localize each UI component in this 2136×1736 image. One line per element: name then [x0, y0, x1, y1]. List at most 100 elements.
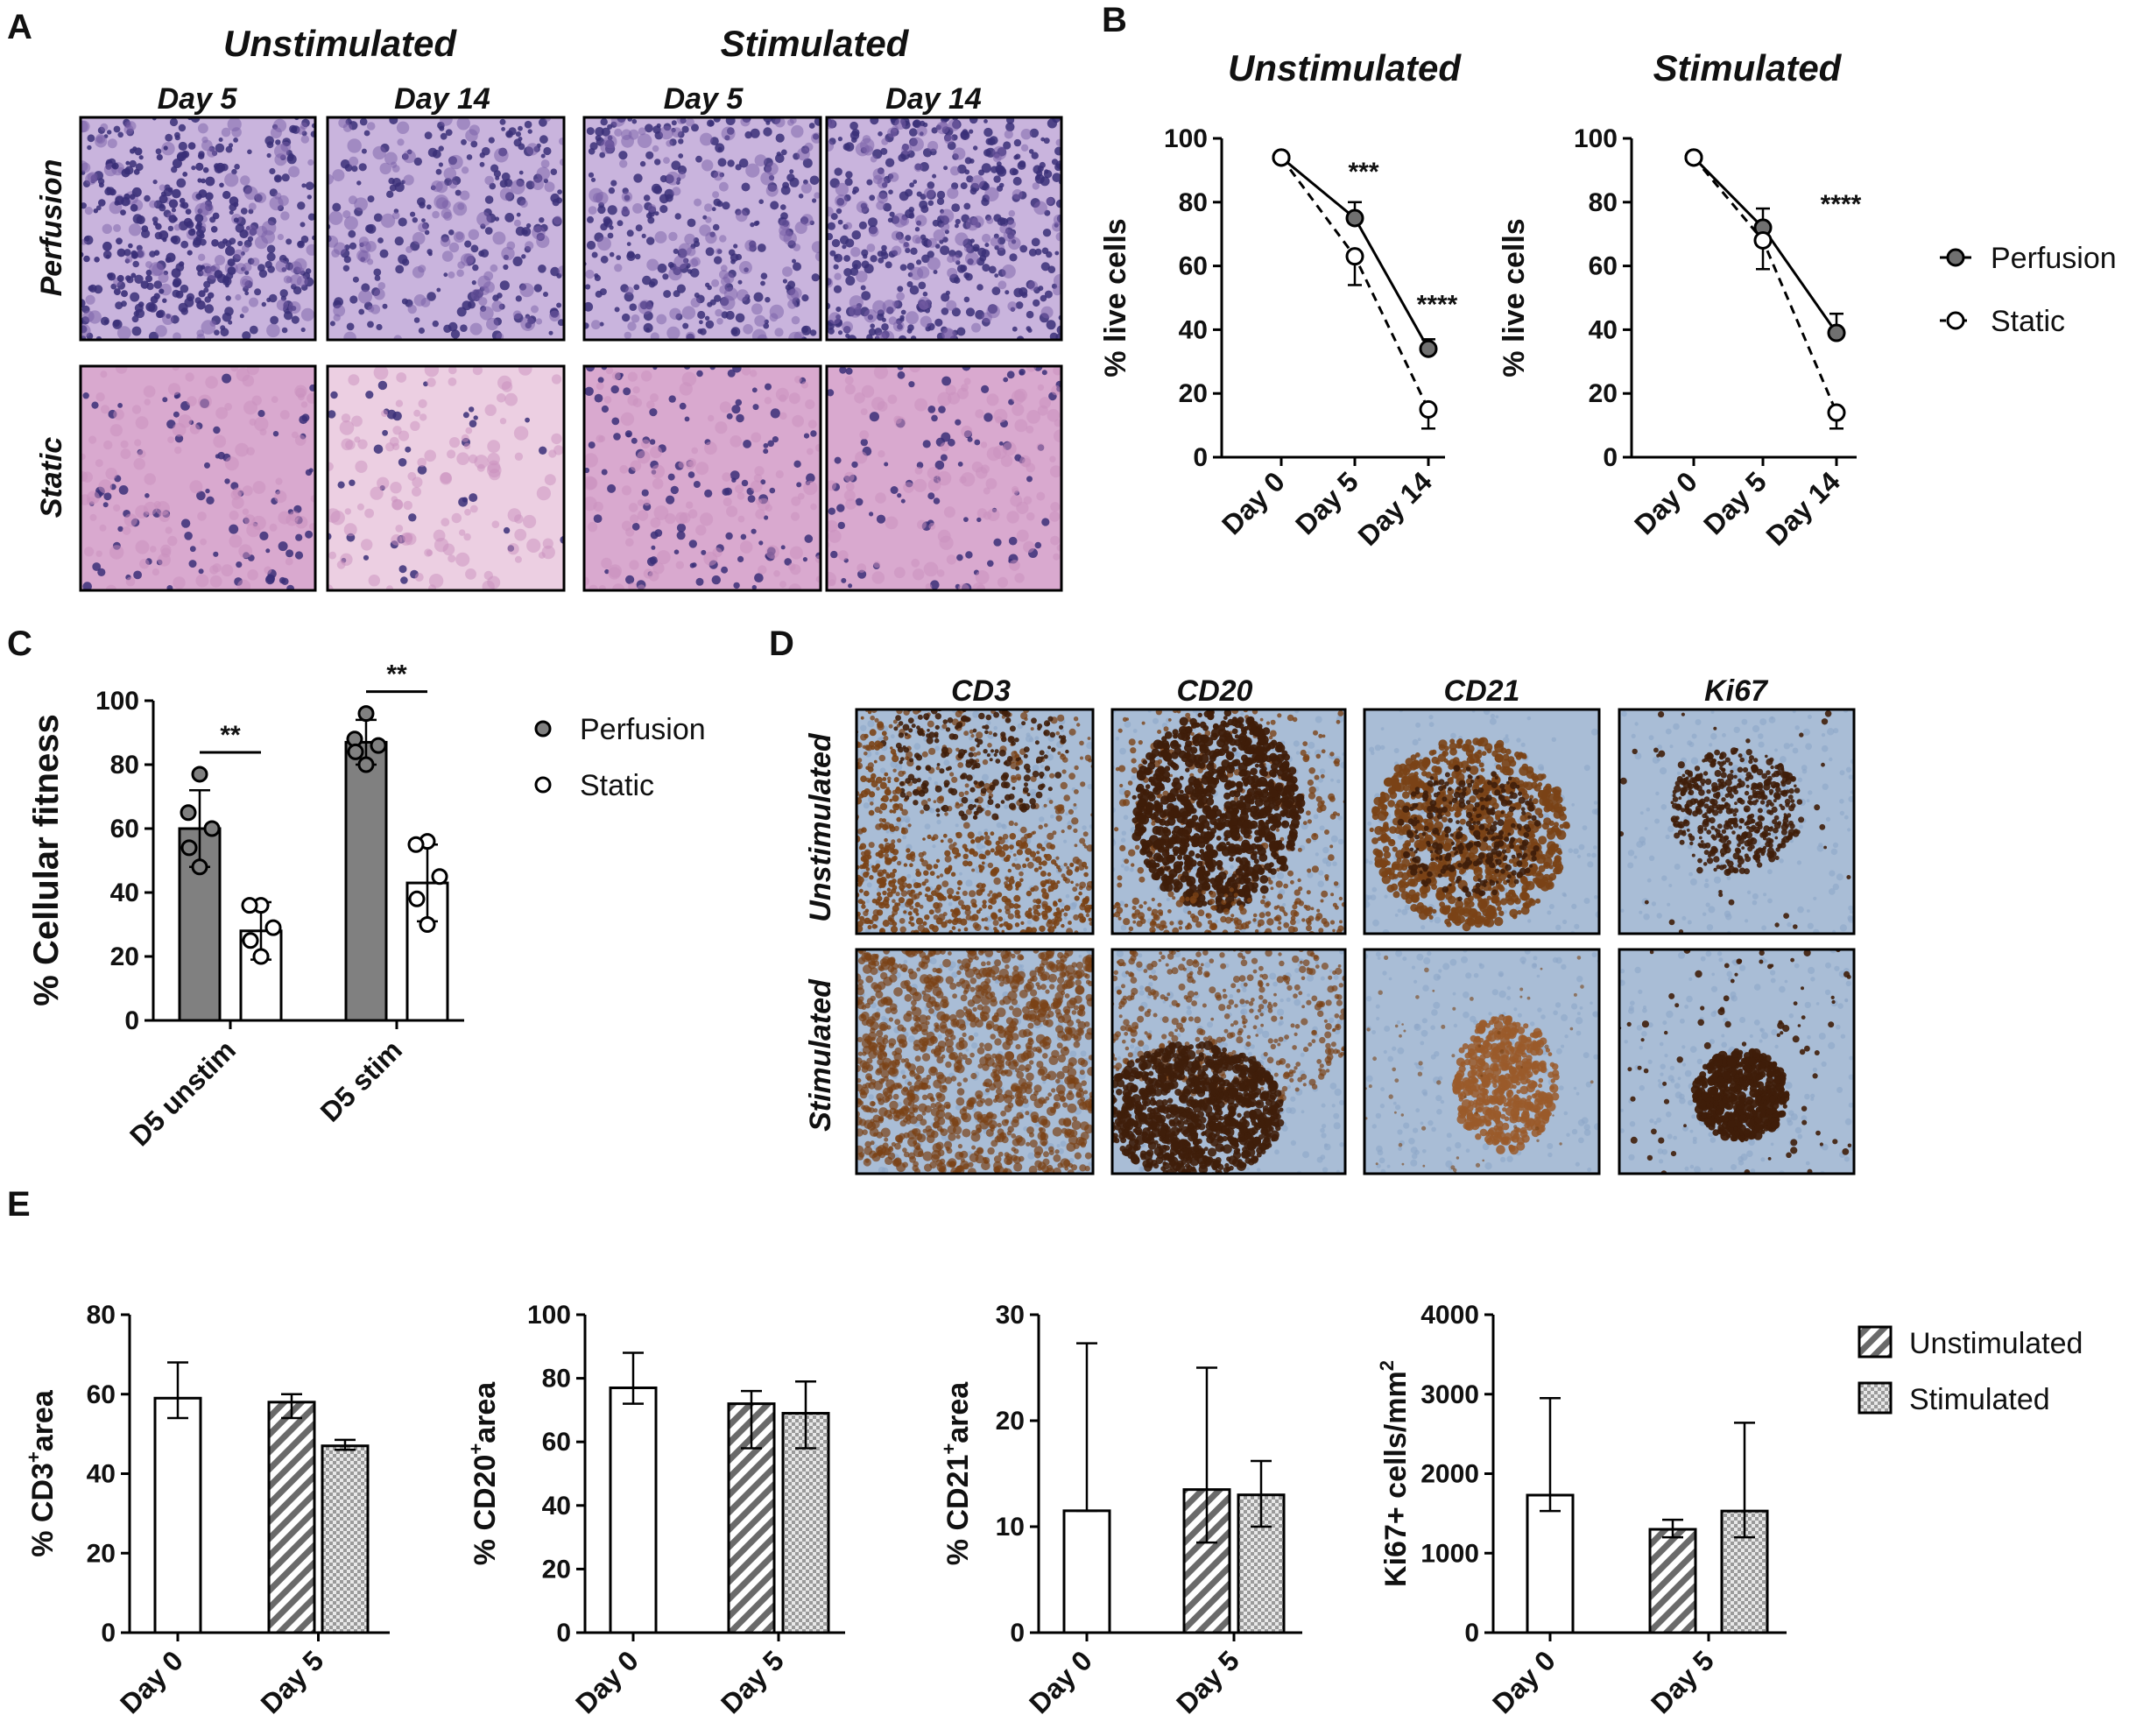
cell-dot	[1055, 730, 1061, 736]
cell-dot	[426, 292, 436, 301]
cell-dot	[514, 452, 524, 461]
cell-dot	[588, 148, 596, 155]
cell-dot	[1026, 425, 1034, 434]
cell-dot	[903, 863, 908, 867]
cell-dot	[1265, 721, 1271, 725]
tile-frame	[326, 116, 566, 342]
cell-dot	[673, 248, 679, 254]
cell-dot	[913, 180, 918, 184]
cell-dot	[629, 303, 638, 312]
cell-dot	[600, 255, 609, 264]
cell-dot	[601, 469, 608, 476]
cell-dot	[259, 531, 269, 541]
cell-dot	[1012, 939, 1019, 945]
cell-dot	[929, 871, 935, 876]
cell-dot	[987, 508, 1000, 521]
cell-dot	[167, 535, 178, 547]
cell-dot	[665, 512, 676, 525]
cell-dot	[859, 843, 867, 850]
cell-dot	[1068, 773, 1075, 780]
cell-dot	[519, 199, 528, 208]
cell-dot	[645, 328, 650, 332]
cell-dot	[138, 155, 144, 160]
cell-dot	[909, 137, 924, 152]
cell-dot	[927, 181, 935, 189]
cell-dot	[160, 544, 172, 556]
cell-dot	[1169, 921, 1174, 926]
cell-dot	[1297, 847, 1302, 852]
cell-dot	[897, 860, 902, 866]
cell-dot	[965, 307, 976, 317]
cell-dot	[490, 164, 499, 173]
cell-dot	[174, 131, 180, 138]
cell-dot	[1124, 721, 1131, 728]
cell-dot	[653, 505, 669, 520]
cell-dot	[113, 504, 121, 512]
cell-dot	[940, 839, 944, 843]
cell-dot	[949, 772, 955, 777]
cell-dot	[483, 281, 496, 293]
cell-dot	[1321, 890, 1329, 898]
cell-dot	[923, 713, 930, 720]
cell-dot	[395, 265, 405, 274]
cell-dot	[175, 290, 184, 299]
cell-dot	[870, 323, 875, 329]
cell-dot	[130, 272, 137, 279]
cell-dot	[712, 547, 723, 558]
cell-dot	[1330, 835, 1338, 843]
cell-dot	[461, 166, 469, 174]
cell-dot	[1046, 197, 1054, 205]
cell-dot	[936, 470, 952, 486]
cell-dot	[955, 232, 969, 246]
cell-dot	[588, 172, 595, 178]
cell-dot	[970, 175, 984, 188]
cell-dot	[689, 562, 695, 568]
cell-dot	[1131, 863, 1135, 867]
cell-dot	[971, 914, 979, 921]
cell-dot	[1068, 808, 1074, 815]
cell-dot	[910, 889, 914, 893]
cell-dot	[133, 570, 143, 580]
cell-dot	[892, 809, 897, 814]
cell-dot	[725, 117, 736, 125]
cell-dot	[105, 584, 117, 590]
cell-dot	[255, 192, 267, 203]
cell-dot	[704, 441, 717, 455]
cell-dot	[1073, 828, 1078, 834]
cell-dot	[1047, 787, 1053, 792]
cell-dot	[278, 194, 289, 207]
cell-dot	[1283, 883, 1288, 889]
cell-dot	[123, 513, 137, 527]
cell-dot	[1035, 898, 1041, 905]
cell-dot	[688, 540, 697, 548]
cell-dot	[448, 154, 463, 170]
cell-dot	[1209, 878, 1216, 885]
cell-dot	[1017, 904, 1021, 908]
cell-dot	[197, 178, 202, 183]
cell-dot	[682, 322, 689, 329]
cell-dot	[948, 119, 961, 131]
cell-dot	[986, 216, 994, 224]
cell-dot	[1039, 771, 1045, 778]
cell-dot	[433, 529, 446, 542]
cell-dot	[1074, 895, 1080, 901]
cell-dot	[732, 366, 742, 373]
cell-dot	[896, 816, 901, 822]
cell-dot	[1055, 907, 1061, 912]
cell-dot	[254, 416, 269, 432]
cell-dot	[286, 238, 293, 245]
cell-dot	[976, 508, 988, 519]
cell-dot	[171, 208, 176, 213]
cell-dot	[1074, 789, 1079, 794]
cell-dot	[677, 165, 687, 175]
cell-dot	[934, 785, 942, 793]
cell-dot	[932, 173, 937, 179]
cell-dot	[980, 441, 988, 448]
cell-dot	[712, 223, 720, 231]
cell-dot	[1083, 844, 1088, 849]
cell-dot	[770, 201, 779, 210]
cell-dot	[334, 297, 343, 307]
cell-dot	[920, 205, 929, 214]
cell-dot	[1008, 802, 1016, 810]
cell-dot	[1163, 726, 1169, 732]
